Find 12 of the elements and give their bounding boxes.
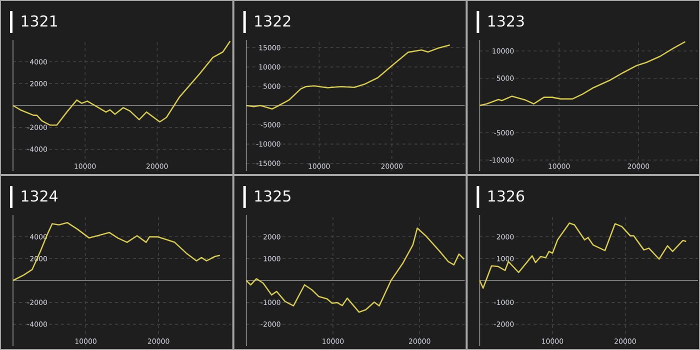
line-series <box>12 222 221 282</box>
line-series <box>246 44 451 110</box>
chart-title: 1326 <box>488 190 524 202</box>
chart-title: 1325 <box>255 190 290 202</box>
chart-title: 1321 <box>22 15 57 27</box>
chart-title: 1324 <box>22 190 58 202</box>
chart-title: 1323 <box>488 15 524 27</box>
line-series <box>479 222 687 289</box>
chart-title: 1322 <box>255 15 290 27</box>
line-series <box>479 40 686 106</box>
line-series <box>12 40 231 126</box>
line-series <box>246 227 465 313</box>
